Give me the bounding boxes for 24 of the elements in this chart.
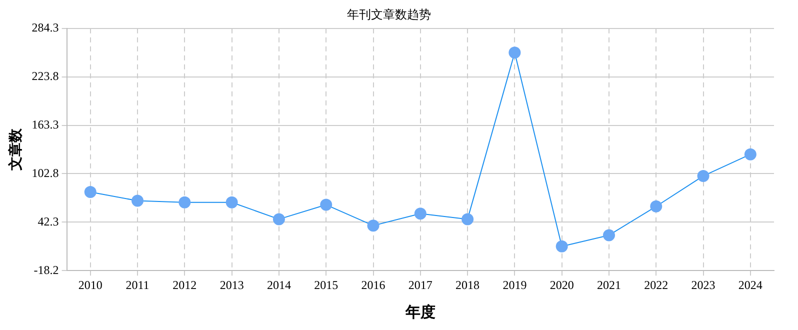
y-tick-label: 284.3: [32, 20, 59, 35]
x-tick-label: 2018: [456, 278, 480, 292]
x-tick-label: 2020: [550, 278, 574, 292]
x-tick-label: 2016: [361, 278, 386, 292]
y-tick-label: 102.8: [32, 166, 59, 180]
x-tick-label: 2017: [408, 278, 432, 292]
x-tick-label: 2011: [126, 278, 150, 292]
x-tick-label: 2013: [220, 278, 244, 292]
y-axis-title: 文章数: [7, 128, 24, 172]
x-tick-label: 2012: [172, 278, 197, 292]
x-tick-label: 2021: [596, 278, 621, 292]
chart-title: 年刊文章数趋势: [347, 7, 431, 22]
x-tick-label: 2010: [78, 278, 102, 292]
y-tick-label: 163.3: [32, 117, 59, 132]
y-tick-label: 42.3: [38, 214, 59, 228]
x-tick-label: 2024: [738, 278, 762, 292]
x-tick-label: 2015: [314, 278, 338, 292]
y-tick-label: 223.8: [32, 68, 59, 83]
x-tick-label: 2022: [644, 278, 668, 292]
y-tick-label: -18.2: [34, 262, 59, 277]
x-tick-label: 2014: [266, 278, 291, 292]
x-tick-label: 2023: [691, 278, 716, 292]
x-axis-title: 年度: [404, 302, 436, 321]
x-tick-label: 2019: [502, 278, 527, 292]
